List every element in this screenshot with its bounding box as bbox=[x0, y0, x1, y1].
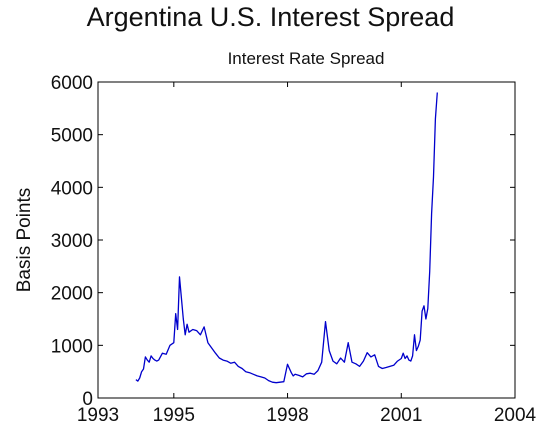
plot-title: Interest Rate Spread bbox=[228, 49, 385, 68]
x-axis-ticks: 1993 1995 1998 2001 2004 bbox=[77, 82, 537, 426]
y-tick-label: 3000 bbox=[51, 231, 93, 252]
y-tick-label: 6000 bbox=[51, 73, 93, 94]
plot-frame bbox=[97, 81, 516, 399]
page-title: Argentina U.S. Interest Spread bbox=[86, 2, 455, 32]
spread-series-line bbox=[135, 92, 438, 384]
y-tick-label: 4000 bbox=[51, 178, 93, 199]
y-tick-label: 1000 bbox=[51, 336, 93, 357]
x-tick-label: 2004 bbox=[494, 405, 537, 426]
y-axis-ticks: 0 1000 2000 3000 4000 5000 6000 bbox=[51, 73, 515, 410]
x-tick-label: 1993 bbox=[77, 405, 119, 426]
x-tick-label: 1998 bbox=[266, 405, 308, 426]
plot-border bbox=[97, 81, 516, 399]
x-tick-label: 1995 bbox=[153, 405, 195, 426]
y-axis-label: Basis Points bbox=[14, 188, 35, 293]
y-tick-label: 2000 bbox=[51, 284, 93, 305]
y-tick-label: 5000 bbox=[51, 126, 93, 147]
y-tick-label: 0 bbox=[82, 389, 93, 410]
x-tick-label: 2001 bbox=[380, 405, 422, 426]
